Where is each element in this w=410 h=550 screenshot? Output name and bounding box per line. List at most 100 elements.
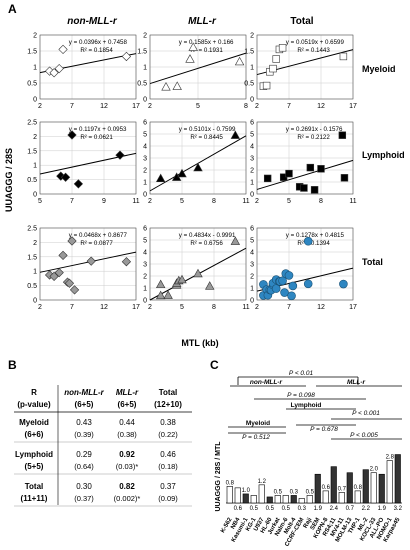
data-point	[287, 291, 296, 301]
bar	[346, 472, 353, 504]
table-header-cell: (12+10)	[154, 400, 182, 409]
data-point	[64, 278, 75, 288]
x-tick-label: 12	[100, 304, 108, 311]
table-p-value: (0.38)	[117, 430, 137, 439]
data-point	[285, 169, 293, 178]
x-tick-label: 11	[132, 198, 139, 205]
bar-value-label: 1.9	[378, 506, 387, 512]
bar	[298, 498, 305, 504]
data-point	[86, 256, 96, 266]
bar-value-label: 0.6	[322, 485, 331, 491]
table-p-value: (0.22)	[158, 430, 178, 439]
y-tick-label: 2	[143, 274, 147, 281]
y-tick-label: 0.5	[27, 283, 37, 290]
x-tick-label: 11	[242, 304, 249, 311]
table-r-value: 0.44	[119, 418, 135, 427]
y-tick-label: 2	[33, 33, 37, 40]
y-tick-label: 0.5	[27, 81, 37, 88]
x-tick-label: 2	[148, 198, 152, 205]
row-label-myeloid: Myeloid	[362, 64, 396, 74]
trend-line	[256, 159, 354, 190]
bar	[314, 473, 321, 504]
bar-value-label: 0.5	[266, 506, 275, 512]
plot-frame	[39, 34, 137, 100]
bar	[322, 490, 329, 504]
data-point	[54, 63, 64, 74]
data-point	[272, 55, 280, 63]
r-squared-label: R² = 0.6756	[190, 240, 223, 247]
data-point	[284, 271, 294, 280]
y-tick-label: 1.5	[27, 254, 37, 261]
data-point	[67, 130, 77, 140]
y-tick-label: 0	[143, 298, 147, 305]
correlation-table: R (p-value) non-MLL-r (6+5) MLL-r (6+5) Total (…	[14, 385, 192, 507]
bar-value-label: 0.8	[226, 480, 235, 486]
y-tick-label: 6	[250, 226, 254, 233]
y-tick-label: 2.5	[27, 226, 37, 233]
table-header-cell: MLL-r	[116, 388, 139, 397]
data-point	[177, 274, 187, 284]
data-point	[278, 44, 287, 52]
y-tick-label: 1.5	[244, 49, 254, 56]
table-row-sublabel: (5+5)	[25, 462, 44, 471]
bar-value-label: 1.2	[258, 479, 267, 485]
bar-value-label: 0.7	[346, 506, 355, 512]
bracket-pvalue: P = 0.512	[242, 434, 270, 441]
x-tick-label: 17	[349, 304, 357, 311]
bar-value-label: 0.5	[250, 506, 259, 512]
data-point	[269, 64, 277, 73]
scatter-plot: 0 0.5 1 1.5 2 2.5 5 7 9 11 y = 0.1197x + 0.0953R² …	[27, 120, 139, 206]
x-tick-label: 2	[255, 304, 259, 311]
r-squared-label: R² = 0.1443	[297, 47, 330, 54]
y-tick-label: 1	[143, 286, 147, 293]
bracket-group-label: Myeloid	[246, 420, 270, 427]
r-squared-label: R² = 0.2122	[297, 134, 330, 141]
bar-value-label: 0.3	[298, 506, 307, 512]
x-tick-label: 2	[255, 103, 259, 110]
y-tick-label: 1	[250, 180, 254, 187]
y-tick-label: 4	[143, 250, 147, 257]
panel-b: B R (p-value) non-MLL-r (6+5) MLL-r (6+5) Tota…	[8, 358, 192, 507]
y-tick-label: 0.5	[244, 81, 254, 88]
bar	[274, 495, 281, 504]
data-point	[58, 44, 68, 55]
plot-frame	[256, 227, 354, 301]
y-tick-label: 6	[143, 120, 147, 127]
x-tick-label: 8	[319, 198, 323, 205]
x-tick-label: 8	[212, 198, 216, 205]
bracket-pvalue: P < 0.001	[352, 410, 380, 417]
data-point	[300, 184, 308, 192]
y-tick-label: 3	[143, 262, 147, 269]
data-point	[310, 186, 319, 194]
x-tick-label: 5	[180, 198, 184, 205]
table-p-value: (0.03)*	[116, 462, 139, 471]
data-point	[155, 173, 166, 183]
data-point	[60, 172, 71, 182]
table-p-value: (0.002)*	[114, 494, 141, 503]
col-header-total: Total	[290, 16, 313, 27]
data-point	[49, 271, 59, 282]
y-tick-label: 1	[33, 163, 37, 170]
data-point	[317, 165, 325, 173]
x-tick-label: 2	[255, 198, 259, 205]
data-point	[193, 268, 203, 278]
r-squared-label: R² = 0.8445	[190, 134, 223, 141]
bar	[234, 487, 241, 504]
bar-value-label: 0.8	[354, 485, 363, 491]
data-point	[69, 285, 80, 295]
data-point	[205, 281, 215, 290]
y-tick-label: 6	[250, 120, 254, 127]
bar	[282, 495, 289, 504]
table-row-sublabel: (11+11)	[21, 494, 48, 503]
table-r-value: 0.30	[76, 482, 92, 491]
y-tick-label: 0	[143, 192, 147, 199]
y-tick-label: 0	[33, 298, 37, 305]
r-squared-label: R² = 0.1854	[80, 47, 113, 54]
row-label-total: Total	[362, 257, 383, 267]
y-tick-label: 1	[250, 286, 254, 293]
table-row-label: Total	[25, 482, 44, 491]
plot-frame	[149, 34, 247, 100]
